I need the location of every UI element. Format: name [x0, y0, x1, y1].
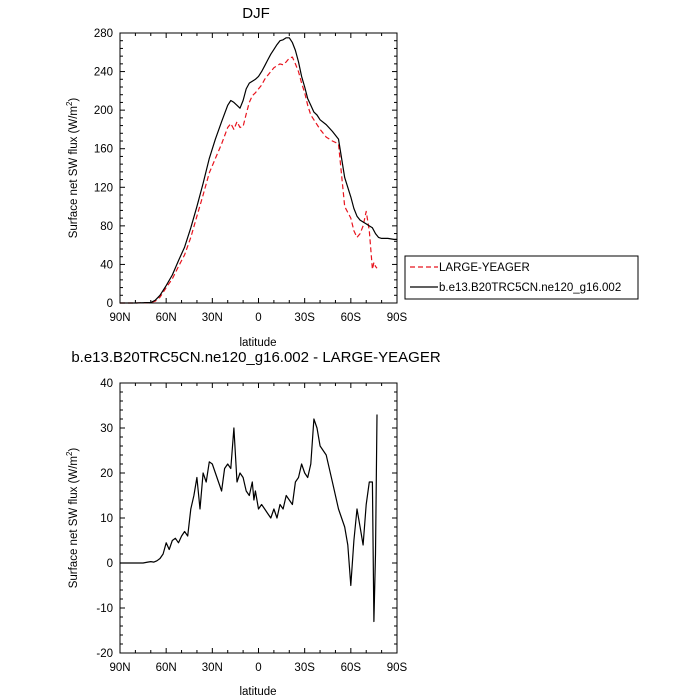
bottom-series	[120, 414, 378, 623]
bottom-y-axis-label-main: Surface net SW flux (W/m	[68, 456, 80, 588]
bottom-x-tick-label: 30N	[202, 662, 223, 674]
top-y-tick-label: 160	[94, 144, 113, 156]
top-x-tick-label: 90N	[109, 312, 130, 324]
bottom-x-tick-label: 60S	[341, 662, 362, 674]
top-ticks: 90N 60N 30N 0 30S 60S 90S 0 40 80 120 160 200 240 280	[94, 28, 408, 324]
top-y-tick-label: 240	[94, 67, 113, 79]
bottom-panel: b.e13.B20TRC5CN.ne120_g16.002 - LARGE-YE…	[65, 349, 441, 698]
top-x-tick-label: 60N	[156, 312, 177, 324]
top-y-tick-label: 80	[100, 221, 113, 233]
bottom-x-tick-label: 0	[255, 662, 261, 674]
top-x-tick-label: 30S	[294, 312, 315, 324]
bottom-plot-frame	[119, 382, 398, 654]
top-y-axis-label-sup: 2	[65, 101, 74, 106]
top-plot-frame	[119, 32, 398, 304]
legend: LARGE-YEAGER b.e13.B20TRC5CN.ne120_g16.0…	[404, 255, 639, 300]
top-y-tick-label: 120	[94, 182, 113, 194]
top-series-line-b-e13-b20trc5cn-ne120-g16-002	[120, 37, 397, 304]
top-y-tick-label: 40	[100, 259, 113, 271]
bottom-x-tick-label: 90N	[109, 662, 130, 674]
bottom-y-axis-label-close: )	[68, 448, 80, 452]
bottom-x-tick-label: 60N	[156, 662, 177, 674]
bottom-y-tick-label: 20	[100, 468, 113, 480]
top-series	[120, 37, 397, 304]
top-panel: DJF 90N 60N 30N 0 30S 60S 90S 0 40 80 120 160 200 240…	[65, 5, 639, 349]
bottom-y-tick-label: 10	[100, 513, 113, 525]
bottom-y-tick-label: -20	[96, 648, 113, 660]
top-y-axis-label: Surface net SW flux (W/m2)	[65, 98, 80, 239]
top-x-tick-label: 90S	[387, 312, 408, 324]
bottom-y-tick-label: 40	[100, 378, 113, 390]
bottom-chart-title: b.e13.B20TRC5CN.ne120_g16.002 - LARGE-YE…	[71, 349, 441, 366]
top-x-tick-label: 60S	[341, 312, 362, 324]
bottom-x-axis-label: latitude	[239, 686, 276, 698]
top-x-tick-label: 0	[255, 312, 261, 324]
bottom-y-tick-label: 30	[100, 423, 113, 435]
bottom-series-line-difference-0	[120, 414, 378, 623]
top-y-axis-label-close: )	[68, 98, 80, 102]
legend-label-large-yeager: LARGE-YEAGER	[439, 262, 530, 274]
bottom-ticks: 90N 60N 30N 0 30S 60S 90S -20 -10 0 10 20 30 40	[96, 378, 407, 674]
top-y-tick-label: 200	[94, 105, 113, 117]
top-y-tick-label: 0	[107, 298, 113, 310]
bottom-y-axis-label-sup: 2	[65, 451, 74, 456]
bottom-x-tick-label: 30S	[294, 662, 315, 674]
top-x-axis-label: latitude	[239, 337, 276, 349]
top-series-line-large-yeager	[120, 56, 378, 304]
top-y-tick-label: 280	[94, 28, 113, 40]
top-x-tick-label: 30N	[202, 312, 223, 324]
bottom-x-tick-label: 90S	[387, 662, 408, 674]
bottom-y-tick-label: 0	[107, 558, 113, 570]
top-y-axis-label-main: Surface net SW flux (W/m	[68, 106, 80, 238]
bottom-y-tick-label: -10	[96, 603, 113, 615]
bottom-y-axis-label: Surface net SW flux (W/m2)	[65, 448, 80, 589]
legend-label-b-e13: b.e13.B20TRC5CN.ne120_g16.002	[439, 282, 621, 294]
legend-box	[404, 255, 639, 300]
top-chart-title: DJF	[242, 5, 270, 22]
